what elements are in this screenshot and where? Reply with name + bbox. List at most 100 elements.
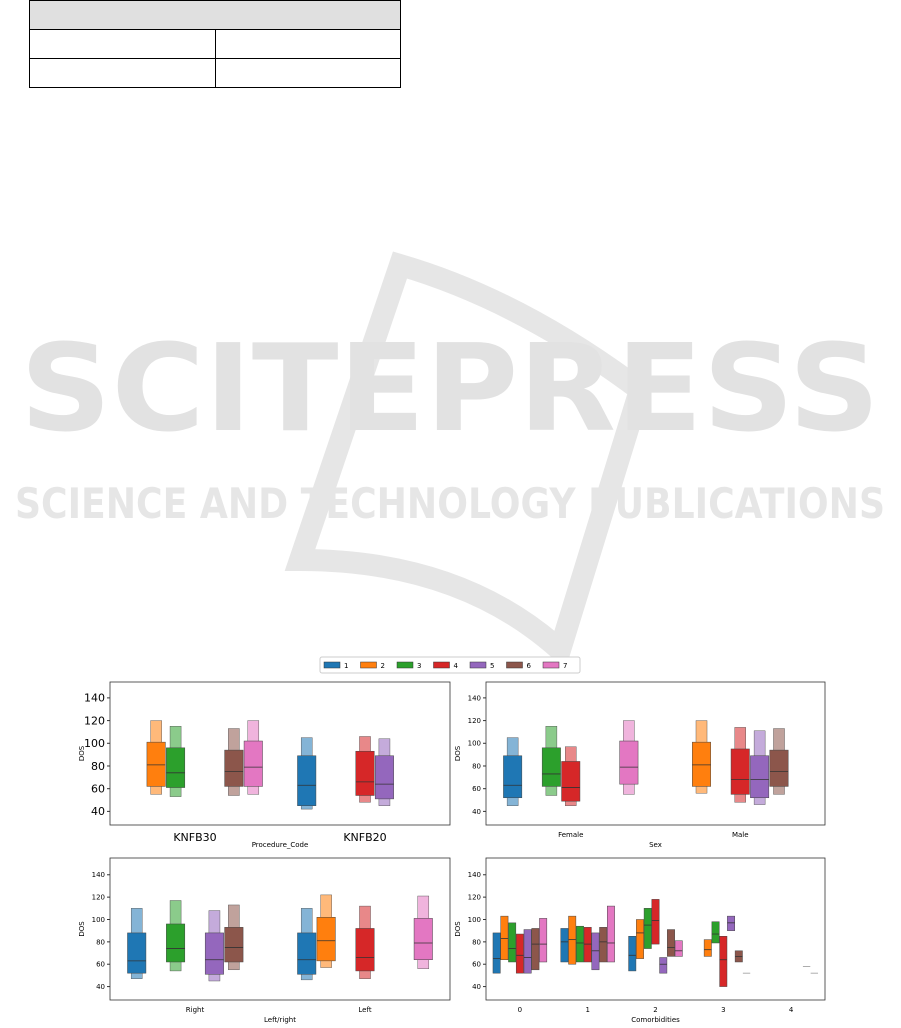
box <box>297 932 317 975</box>
legend-swatch <box>433 661 450 669</box>
box <box>539 918 548 963</box>
y-tick-label: 100 <box>468 740 481 748</box>
box <box>651 899 660 945</box>
box <box>204 932 224 975</box>
y-tick-label: 120 <box>468 717 481 725</box>
box <box>769 749 789 787</box>
legend-box <box>319 656 581 674</box>
box <box>591 932 600 971</box>
x-tick-label: KNFB30 <box>173 831 216 844</box>
y-axis-label: DOS <box>78 745 86 761</box>
y-tick-label: 120 <box>468 894 481 902</box>
y-tick-label: 80 <box>96 938 105 946</box>
box <box>355 928 375 972</box>
box <box>541 747 561 787</box>
box <box>166 747 186 788</box>
y-tick-label: 100 <box>92 916 105 924</box>
table-header <box>29 0 401 30</box>
legend-label: 4 <box>454 662 459 670</box>
box <box>636 919 644 959</box>
y-tick-label: 140 <box>468 694 481 702</box>
y-axis-label: DOS <box>78 921 86 937</box>
y-tick-label: 140 <box>468 871 481 879</box>
plot-frame <box>109 857 451 1001</box>
box <box>619 740 639 785</box>
x-tick-label: 0 <box>518 1006 522 1014</box>
box <box>719 936 728 987</box>
box <box>561 761 581 802</box>
empty-table <box>29 0 401 88</box>
y-tick-label: 100 <box>84 737 105 750</box>
box <box>503 755 523 799</box>
box <box>643 908 652 949</box>
x-axis-label: Sex <box>649 841 662 849</box>
box <box>531 928 540 971</box>
y-tick-label: 40 <box>472 983 481 991</box>
box <box>492 932 501 974</box>
box <box>508 922 517 963</box>
y-axis-label: DOS <box>454 745 462 761</box>
box <box>730 748 750 795</box>
plot-frame <box>485 681 826 826</box>
box <box>583 927 592 963</box>
box <box>628 936 637 972</box>
legend-label: 5 <box>490 662 494 670</box>
y-tick-label: 40 <box>96 983 105 991</box>
y-tick-label: 60 <box>91 783 105 796</box>
y-tick-label: 140 <box>92 871 105 879</box>
box <box>568 915 577 965</box>
box <box>355 750 375 796</box>
y-axis-label: DOS <box>454 921 462 937</box>
box <box>243 740 263 787</box>
y-tick-label: 60 <box>472 785 481 793</box>
legend-label: 6 <box>527 662 532 670</box>
plot-frame <box>109 681 451 826</box>
box <box>750 755 770 799</box>
box <box>224 927 244 963</box>
y-tick-label: 120 <box>92 894 105 902</box>
table-cell <box>29 29 216 59</box>
box <box>727 915 735 931</box>
y-tick-label: 80 <box>91 760 105 773</box>
y-tick-label: 60 <box>472 961 481 969</box>
x-tick-label: 1 <box>585 1006 589 1014</box>
legend-swatch <box>506 661 523 669</box>
x-tick-label: 3 <box>721 1006 725 1014</box>
x-tick-label: Left <box>358 1006 371 1014</box>
x-axis-label: Procedure_Code <box>252 841 309 849</box>
watermark-title: SCITEPRESS <box>20 320 880 459</box>
legend-label: 1 <box>344 662 348 670</box>
x-tick-label: 2 <box>653 1006 657 1014</box>
box <box>703 939 712 957</box>
box <box>316 917 336 962</box>
plot-frame <box>485 857 826 1001</box>
x-tick-label: KNFB20 <box>343 831 386 844</box>
box <box>560 928 569 963</box>
x-axis-label: Left/right <box>264 1016 296 1024</box>
box <box>374 755 394 800</box>
box <box>413 918 433 960</box>
box <box>692 741 711 787</box>
box <box>500 915 509 960</box>
legend-swatch <box>469 661 487 669</box>
box <box>607 905 615 963</box>
y-tick-label: 80 <box>472 938 481 946</box>
box <box>297 755 317 806</box>
y-tick-label: 40 <box>472 808 481 816</box>
box <box>667 929 675 957</box>
legend-label: 2 <box>381 662 385 670</box>
legend-swatch <box>360 661 377 669</box>
y-tick-label: 60 <box>96 961 105 969</box>
box <box>224 749 244 787</box>
box <box>711 921 720 944</box>
box <box>576 925 584 963</box>
box <box>523 929 532 974</box>
x-tick-label: Male <box>732 831 749 839</box>
box <box>166 923 186 963</box>
box <box>674 940 683 957</box>
box <box>127 932 147 974</box>
legend-swatch <box>396 661 414 669</box>
x-tick-label: Right <box>186 1006 205 1014</box>
legend-swatch <box>323 661 341 669</box>
